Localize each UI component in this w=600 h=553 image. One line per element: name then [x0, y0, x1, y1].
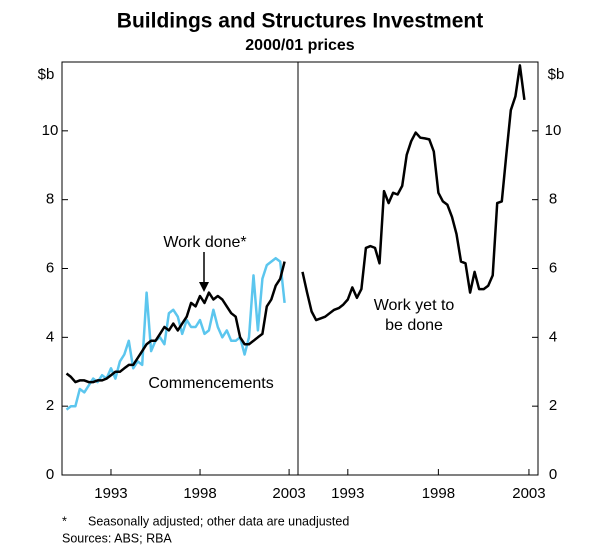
- y-tick-label: 6: [549, 259, 557, 276]
- series-line: [65, 256, 286, 411]
- series-line: [301, 64, 526, 322]
- chart-title: Buildings and Structures Investment: [117, 10, 483, 33]
- y-tick-label: 4: [46, 328, 54, 345]
- footnote: Seasonally adjusted; other data are unad…: [88, 514, 349, 528]
- y-tick-label: 0: [549, 466, 557, 483]
- y-tick-label: 10: [545, 122, 562, 139]
- footnote-mark: *: [62, 514, 67, 528]
- y-tick-label: 6: [46, 259, 54, 276]
- y-tick-label: 8: [46, 191, 54, 208]
- y-tick-label: 2: [46, 397, 54, 414]
- x-tick-label: 1993: [94, 485, 127, 502]
- annotation: Work yet to: [374, 297, 455, 314]
- arrow-head: [199, 282, 209, 292]
- chart-subtitle: 2000/01 prices: [245, 37, 355, 54]
- annotation: Commencements: [148, 375, 273, 392]
- y-tick-label: 2: [549, 397, 557, 414]
- annotation: be done: [385, 317, 443, 334]
- x-tick-label: 2003: [272, 485, 305, 502]
- y-unit: $b: [38, 66, 55, 83]
- annotation: Work done*: [163, 234, 246, 251]
- series-line: [65, 261, 286, 384]
- y-tick-label: 4: [549, 328, 557, 345]
- sources: Sources: ABS; RBA: [62, 531, 172, 545]
- x-tick-label: 1998: [183, 485, 216, 502]
- y-tick-label: 10: [42, 122, 59, 139]
- y-unit: $b: [548, 66, 565, 83]
- x-tick-label: 1993: [331, 485, 364, 502]
- y-tick-label: 0: [46, 466, 54, 483]
- x-tick-label: 2003: [512, 485, 545, 502]
- x-tick-label: 1998: [422, 485, 455, 502]
- y-tick-label: 8: [549, 191, 557, 208]
